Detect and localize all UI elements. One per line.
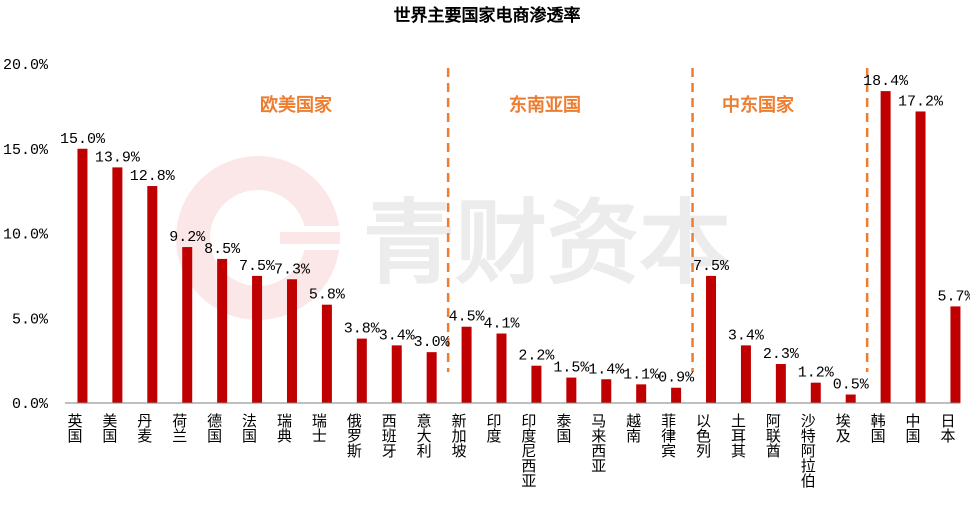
data-label: 4.1% [483,316,520,333]
bar [601,379,612,403]
bar [77,148,88,403]
chart-title: 世界主要国家电商渗透率 [394,5,581,26]
data-label: 1.4% [588,361,625,378]
x-tick-label: 以色列 [694,413,712,459]
bar [426,352,437,403]
region-dividers [446,68,869,372]
data-label: 12.8% [130,168,176,185]
watermark-text: 青财资本 [363,190,731,297]
bar [286,279,297,403]
data-label: 1.5% [553,360,590,377]
x-tick-label: 菲律宾 [659,413,677,458]
data-label: 15.0% [60,131,106,148]
bar [182,247,193,403]
bar [915,111,926,404]
bar [950,306,961,403]
data-label: 2.2% [518,348,555,365]
bar [566,377,577,403]
x-tick-label: 美国 [100,413,118,443]
x-tick-label: 马来西亚 [589,413,607,473]
x-tick-label: 埃及 [834,413,852,443]
data-label: 3.4% [379,327,416,344]
y-tick-label: 20.0% [3,57,49,74]
x-tick-label: 印度 [485,413,503,443]
x-tick-label: 印度尼西亚 [519,413,537,488]
x-tick-label: 韩国 [869,413,887,443]
x-tick-label: 新加坡 [450,413,468,458]
x-tick-label: 中国 [904,413,922,443]
bar [461,326,472,403]
region-label: 东南亚国 [509,94,581,116]
data-label: 18.4% [863,73,909,90]
data-label: 1.2% [798,365,835,382]
data-label: 3.4% [728,327,765,344]
bar [810,382,821,403]
y-tick-label: 10.0% [3,227,49,244]
bars [77,91,961,404]
data-label: 1.1% [623,366,660,383]
bar [252,275,263,403]
x-tick-label: 荷兰 [170,413,188,443]
data-label: 3.0% [414,334,451,351]
x-tick-label: 英国 [65,412,83,443]
data-label: 17.2% [898,93,944,110]
x-tick-label: 阿联酋 [764,413,782,458]
x-tick-label: 越南 [624,413,642,443]
bar [147,186,158,403]
bar [217,258,228,403]
data-label: 13.9% [95,149,141,166]
data-label: 7.3% [274,261,311,278]
x-tick-label: 法国 [240,413,258,443]
y-tick-label: 0.0% [12,396,49,413]
x-tick-label: 沙特阿拉伯 [799,413,817,488]
x-tick-label: 瑞士 [310,413,328,443]
bar [496,333,507,403]
data-label: 3.8% [344,321,381,338]
data-label: 8.5% [204,241,241,258]
data-label: 5.8% [309,287,346,304]
bar [531,365,542,403]
y-tick-label: 5.0% [12,311,49,328]
data-label: 7.5% [693,258,730,275]
bar [391,345,402,403]
bar [356,338,367,403]
x-tick-label: 泰国 [554,413,572,443]
region-labels: 欧美国家 东南亚国 中东国家 [260,94,795,116]
data-label: 0.9% [658,370,695,387]
x-tick-label: 丹麦 [135,413,153,443]
bar [671,387,682,403]
x-tick-label: 日本 [938,413,956,443]
x-tick-label: 土耳其 [729,413,747,458]
bar [706,275,717,403]
x-tick-label: 意大利 [415,412,433,458]
y-axis: 0.0% 5.0% 10.0% 15.0% 20.0% [3,57,49,413]
data-label: 0.5% [833,377,870,394]
watermark: 青财资本 [176,156,731,320]
y-tick-label: 15.0% [3,142,49,159]
bar [845,394,856,403]
data-label: 7.5% [239,258,276,275]
bar [321,304,332,403]
data-label: 5.7% [937,288,970,305]
region-label: 欧美国家 [260,94,333,116]
x-tick-label: 俄罗斯 [345,413,363,459]
x-tick-label: 瑞典 [275,413,293,443]
x-tick-label: 德国 [205,412,223,443]
data-label: 9.2% [169,229,206,246]
bar [775,364,786,403]
x-axis: 英国 美国 丹麦 荷兰 德国 法国 瑞典 瑞士 俄罗斯 西班牙 意大利 新加坡 印度 印度尼西亚 泰国 马来西… [65,402,960,488]
data-label: 4.5% [449,309,486,326]
bar [880,91,891,404]
bar [112,167,123,403]
region-label: 中东国家 [722,94,795,116]
watermark-logo-icon [176,156,350,320]
x-tick-label: 西班牙 [380,413,398,459]
bar [740,345,751,403]
value-labels: 15.0%13.9%12.8%9.2%8.5%7.5%7.3%5.8%3.8%3… [60,73,970,393]
bar [636,384,647,403]
data-label: 2.3% [763,346,800,363]
